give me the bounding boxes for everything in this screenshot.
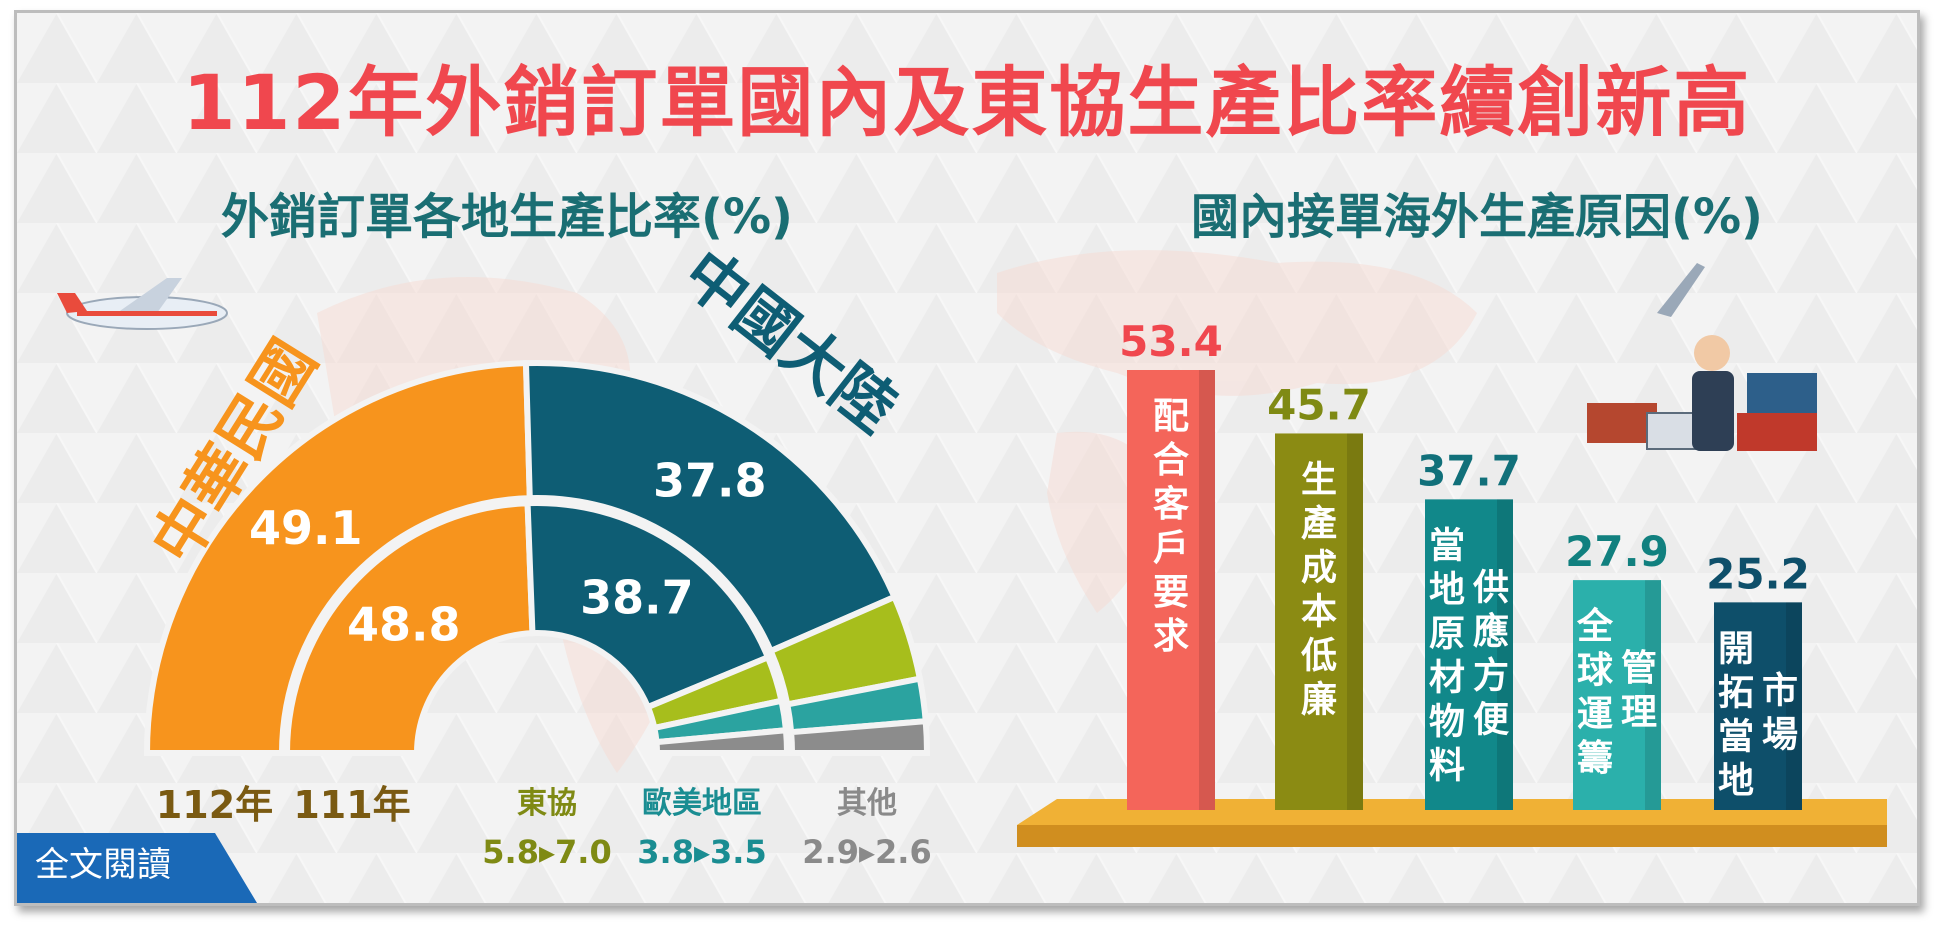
bar-shade-1 xyxy=(1347,433,1363,810)
bar-label-char-2-1-3: 便 xyxy=(1473,699,1510,740)
bar-label-char-0-0-3: 戶 xyxy=(1153,528,1189,569)
bar-value-4: 25.2 xyxy=(1706,549,1810,598)
donut-value-taiwan-1: 48.8 xyxy=(347,598,461,652)
person-body xyxy=(1692,371,1734,451)
bar-label-char-2-0-3: 材 xyxy=(1429,657,1465,698)
small-label-name-euro_us: 歐美地區 xyxy=(642,786,762,821)
bar-platform-top xyxy=(1017,799,1887,825)
bar-label-char-3-0-3: 籌 xyxy=(1577,738,1613,779)
bar-label-char-2-1-2: 方 xyxy=(1473,655,1509,696)
bar-label-char-4-0-3: 地 xyxy=(1718,760,1754,801)
bar-label-char-1-0-3: 本 xyxy=(1301,591,1337,632)
donut-segment-other-0 xyxy=(787,717,931,756)
bar-value-0: 53.4 xyxy=(1119,317,1223,366)
infographic-frame: 112年外銷訂單國內及東協生產比率續創新高 外銷訂單各地生產比率(%) 國內接單… xyxy=(14,10,1920,906)
bar-label-char-0-0-1: 合 xyxy=(1153,440,1189,481)
small-label-name-other: 其他 xyxy=(837,786,897,821)
bar-label-char-2-1-1: 應 xyxy=(1473,610,1509,652)
bar-label-char-2-0-1: 地 xyxy=(1429,569,1465,610)
person-head xyxy=(1694,335,1730,371)
bar-label-char-1-0-1: 產 xyxy=(1301,503,1337,544)
bar-label-char-0-0-5: 求 xyxy=(1153,616,1189,657)
donut-value-china-1: 38.7 xyxy=(580,570,694,624)
airplane-stripe xyxy=(77,311,217,316)
bar-label-char-3-0-1: 球 xyxy=(1577,650,1614,691)
bar-label-char-4-0-0: 開 xyxy=(1718,628,1754,669)
bar-shade-3 xyxy=(1645,580,1661,810)
bar-label-char-1-0-0: 生 xyxy=(1301,459,1337,500)
donut-value-china-0: 37.8 xyxy=(653,454,767,508)
bar-label-char-2-0-0: 當 xyxy=(1429,525,1465,566)
bar-label-char-2-1-0: 供 xyxy=(1473,567,1509,608)
airplane-wing xyxy=(117,278,182,313)
bar-3 xyxy=(1573,580,1661,810)
read-full-text-button[interactable]: 全文閱讀 xyxy=(17,833,257,903)
bar-label-char-2-0-5: 料 xyxy=(1429,745,1465,786)
bar-label-char-0-0-4: 要 xyxy=(1153,572,1189,613)
bar-2 xyxy=(1425,499,1513,810)
small-label-change-asean: 5.8▸7.0 xyxy=(482,833,611,871)
left-chart-title: 外銷訂單各地生產比率(%) xyxy=(221,189,793,245)
bar-label-char-1-0-4: 低 xyxy=(1301,635,1337,676)
small-label-change-euro_us: 3.8▸3.5 xyxy=(637,833,766,871)
container-1 xyxy=(1587,403,1657,443)
page-title: 112年外銷訂單國內及東協生產比率續創新高 xyxy=(182,58,1752,147)
ring-year-label-0: 112年 xyxy=(156,783,273,827)
bar-label-char-3-1-1: 理 xyxy=(1621,692,1657,733)
bar-label-char-4-1-0: 市 xyxy=(1762,670,1798,711)
bar-label-char-2-0-2: 原 xyxy=(1429,613,1465,654)
donut-segment-taiwan-0 xyxy=(143,360,533,756)
bar-value-2: 37.7 xyxy=(1417,446,1521,495)
bar-shade-4 xyxy=(1786,602,1802,810)
container-3 xyxy=(1737,413,1817,451)
ring-year-label-1: 111年 xyxy=(293,783,410,827)
bar-label-char-1-0-5: 廉 xyxy=(1301,679,1337,720)
bar-value-3: 27.9 xyxy=(1565,527,1669,576)
airplane-tail xyxy=(57,293,87,313)
small-label-change-other: 2.9▸2.6 xyxy=(802,833,931,871)
bar-4 xyxy=(1714,602,1802,810)
bar-label-char-4-1-1: 場 xyxy=(1762,714,1798,755)
bar-label-char-4-0-1: 拓 xyxy=(1718,672,1754,713)
bar-label-char-2-0-4: 物 xyxy=(1429,701,1465,742)
bar-label-char-3-0-2: 運 xyxy=(1577,694,1613,735)
small-label-name-asean: 東協 xyxy=(517,786,577,821)
donut-segment-taiwan-1 xyxy=(283,500,536,756)
bar-shade-2 xyxy=(1497,499,1513,810)
bar-shade-0 xyxy=(1199,370,1215,810)
airplane-icon xyxy=(57,278,228,330)
plane-small xyxy=(1657,263,1705,317)
bar-0 xyxy=(1127,370,1215,810)
bar-label-char-3-1-0: 管 xyxy=(1621,648,1657,689)
bar-platform-front xyxy=(1017,825,1887,847)
bar-label-char-3-0-0: 全 xyxy=(1576,605,1614,647)
bar-label-char-4-0-2: 當 xyxy=(1718,716,1754,757)
bar-label-char-1-0-2: 成 xyxy=(1301,547,1337,588)
bar-label-char-0-0-0: 配 xyxy=(1153,396,1189,437)
logistics-illustration-icon xyxy=(1587,263,1817,451)
donut-value-taiwan-0: 49.1 xyxy=(249,501,363,555)
container-2 xyxy=(1747,373,1817,413)
bar-label-char-0-0-2: 客 xyxy=(1153,484,1189,525)
donut-segment-china-0 xyxy=(522,360,899,655)
bar-value-1: 45.7 xyxy=(1267,380,1371,429)
donut-segment-other-1 xyxy=(653,726,791,756)
bar-1 xyxy=(1275,433,1363,810)
right-chart-title: 國內接單海外生產原因(%) xyxy=(1191,189,1763,245)
donut-segment-china-1 xyxy=(524,500,772,711)
